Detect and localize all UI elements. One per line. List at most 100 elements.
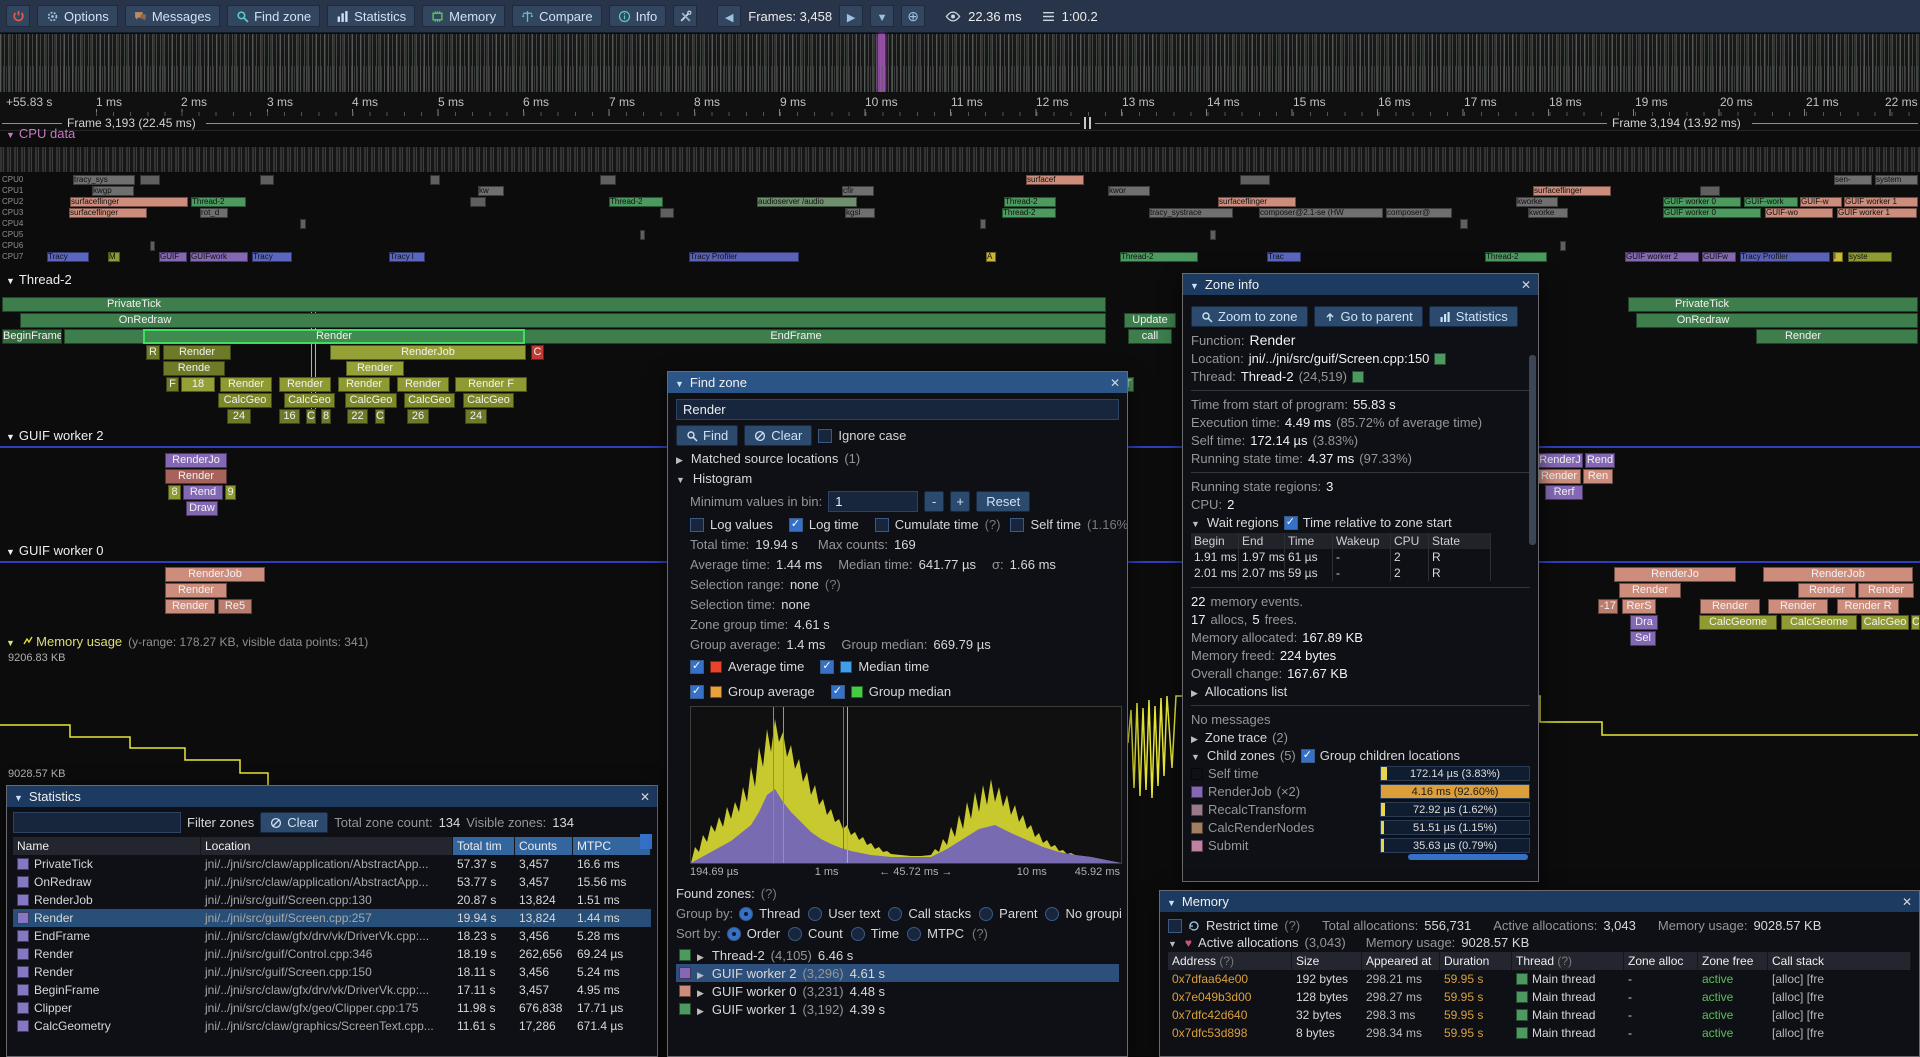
zone-segment[interactable]: CalcGeome: [1781, 615, 1857, 630]
zone-segment[interactable]: Render: [1798, 583, 1856, 598]
zone-segment[interactable]: RenderJ: [1537, 453, 1583, 468]
zone-segment[interactable]: Dra: [1630, 615, 1658, 630]
alloc-callstack-free[interactable]: [fre: [1806, 972, 1825, 986]
group-by-radio[interactable]: [808, 906, 823, 921]
zone-segment[interactable]: Render: [163, 345, 231, 360]
cpu-zone-segment[interactable]: Trac: [1267, 252, 1301, 262]
find-zone-titlebar[interactable]: Find zone: [668, 372, 1127, 393]
zone-segment[interactable]: C: [1911, 615, 1920, 630]
group-by-radio[interactable]: [888, 906, 903, 921]
cpu-zone-segment[interactable]: sen-: [1834, 175, 1872, 185]
cpu-zone-segment[interactable]: [1210, 230, 1216, 240]
power-button[interactable]: [6, 5, 30, 27]
stats-clear-button[interactable]: Clear: [260, 812, 329, 833]
cpu-zone-segment[interactable]: Thread-2: [1004, 197, 1056, 207]
cpu-zone-segment[interactable]: Tracy Profiler: [689, 252, 799, 262]
zone-segment[interactable]: CalcGeo: [345, 393, 397, 408]
cpu-zone-segment[interactable]: GUIFwork: [190, 252, 248, 262]
thread-value[interactable]: Thread-2: [1240, 369, 1294, 384]
find-clear-button[interactable]: Clear: [744, 425, 813, 446]
wait-column-header[interactable]: Begin: [1191, 533, 1239, 549]
zone-segment[interactable]: 24: [227, 409, 251, 424]
cpu-zone-segment[interactable]: GUIF-work: [1744, 197, 1798, 207]
zone-segment[interactable]: RenderJob: [330, 345, 526, 360]
histogram-option-checkbox[interactable]: [788, 517, 803, 532]
zone-segment[interactable]: call: [1128, 329, 1172, 344]
zone-segment[interactable]: Rerf: [1545, 485, 1583, 500]
cpu-data-header[interactable]: CPU data: [6, 126, 75, 141]
cpu-zone-segment[interactable]: Tracy l: [389, 252, 425, 262]
stats-table-row[interactable]: Render jni/../jni/src/guif/Screen.cpp:25…: [13, 909, 651, 927]
child-zone-row[interactable]: RenderJob (×2) 4.16 ms (92.60%): [1191, 784, 1530, 799]
cpu-zone-segment[interactable]: Thread-2: [1002, 208, 1056, 218]
cpu-zone-segment[interactable]: l: [1833, 252, 1843, 262]
alloc-callstack-free[interactable]: [fre: [1806, 1026, 1825, 1040]
cpu-zone-segment[interactable]: composer@2.1-se (HW: [1259, 208, 1383, 218]
zone-segment[interactable]: Render: [220, 377, 272, 392]
zone-segment[interactable]: Ren: [1583, 469, 1613, 484]
alloc-callstack[interactable]: [alloc]: [1772, 972, 1804, 986]
memory-usage-header[interactable]: Memory usage(y-range: 178.27 KB, visible…: [6, 634, 368, 649]
cpu-zone-segment[interactable]: GUIF worker 1: [1844, 197, 1918, 207]
cpu-zone-segment[interactable]: GUIFw: [1702, 252, 1736, 262]
zone-segment[interactable]: Render: [1858, 583, 1914, 598]
find-zone-window[interactable]: Find zone Find Clear Ignore case Matched…: [667, 371, 1128, 1057]
close-icon[interactable]: [1521, 278, 1531, 292]
expand-icon[interactable]: [697, 966, 706, 981]
zone-segment[interactable]: 8: [168, 485, 181, 500]
zone-segment[interactable]: Draw: [186, 501, 218, 516]
zone-segment[interactable]: RenderJo: [165, 453, 227, 468]
thread2-header[interactable]: Thread-2: [6, 272, 72, 287]
alloc-callstack-free[interactable]: [fre: [1806, 990, 1825, 1004]
zone-segment[interactable]: RerS: [1622, 599, 1656, 614]
cpu-zone-segment[interactable]: GUIF worker 0: [1663, 208, 1761, 218]
statistics-titlebar[interactable]: Statistics: [7, 786, 657, 807]
memory-column-header[interactable]: Zone alloc: [1624, 952, 1698, 970]
zone-segment[interactable]: Render: [1768, 599, 1828, 614]
zone-segment[interactable]: [1636, 313, 1918, 328]
histogram-plot[interactable]: [690, 706, 1122, 864]
cpu-zone-segment[interactable]: surfaceflinger: [70, 197, 188, 207]
restrict-time-checkbox[interactable]: [1168, 918, 1182, 933]
zone-segment[interactable]: [1756, 329, 1918, 344]
zone-segment[interactable]: CalcGeo: [1861, 615, 1909, 630]
expand-icon[interactable]: [697, 948, 706, 963]
expand-icon[interactable]: [1191, 684, 1200, 699]
zone-segment[interactable]: BeginFrame: [2, 329, 62, 344]
memory-column-header[interactable]: Thread (?): [1512, 952, 1624, 970]
zone-segment[interactable]: Update: [1124, 313, 1176, 328]
alloc-address[interactable]: 0x7e049b3d00: [1172, 990, 1252, 1004]
cpu-zone-segment[interactable]: GUIF-w: [1800, 197, 1842, 207]
zone-segment[interactable]: Render: [346, 361, 404, 376]
zone-segment[interactable]: F: [166, 377, 179, 392]
info-button[interactable]: Info: [608, 5, 667, 27]
alloc-callstack[interactable]: [alloc]: [1772, 1008, 1804, 1022]
cpu-zone-segment[interactable]: [600, 175, 616, 185]
statistics-button[interactable]: Statistics: [327, 5, 416, 27]
memory-window[interactable]: Memory Restrict time (?) Total allocatio…: [1159, 890, 1920, 1057]
histogram-option-checkbox[interactable]: [1010, 517, 1025, 532]
cpu-zone-segment[interactable]: composer@: [1386, 208, 1452, 218]
goto-frame-button[interactable]: [901, 5, 926, 27]
zone-segment[interactable]: C: [531, 345, 544, 360]
stats-table-row[interactable]: Render jni/../jni/src/guif/Screen.cpp:15…: [13, 963, 651, 981]
cpu-zone-segment[interactable]: surfacef: [1026, 175, 1084, 185]
v-scrollbar-thumb[interactable]: [1529, 355, 1536, 545]
found-zone-thread-row[interactable]: GUIF worker 1 (3,192) 4.39 s: [676, 1000, 1119, 1018]
collapse-icon[interactable]: [1191, 748, 1202, 763]
cpu-zone-segment[interactable]: tracy_systrace: [1149, 208, 1233, 218]
next-frame-button[interactable]: [839, 5, 864, 27]
stats-table-row[interactable]: PrivateTick jni/../jni/src/claw/applicat…: [13, 855, 651, 873]
collapse-icon[interactable]: [14, 789, 23, 804]
stats-scrollbar-thumb[interactable]: [640, 834, 652, 849]
legend-checkbox[interactable]: [690, 659, 704, 674]
collapse-icon[interactable]: [675, 375, 684, 390]
zone-segment[interactable]: Render: [279, 377, 331, 392]
zone-segment[interactable]: Render F: [455, 377, 527, 392]
stats-column-header[interactable]: Total tim: [453, 837, 515, 855]
allocations-list-label[interactable]: Allocations list: [1204, 684, 1288, 699]
cpu-zone-segment[interactable]: Thread-2: [1485, 252, 1547, 262]
cpu-zone-segment[interactable]: GUIF worker 1: [1837, 208, 1917, 218]
cpu-zone-segment[interactable]: surfaceflinger: [1218, 197, 1296, 207]
stats-table-row[interactable]: OnRedraw jni/../jni/src/claw/application…: [13, 873, 651, 891]
